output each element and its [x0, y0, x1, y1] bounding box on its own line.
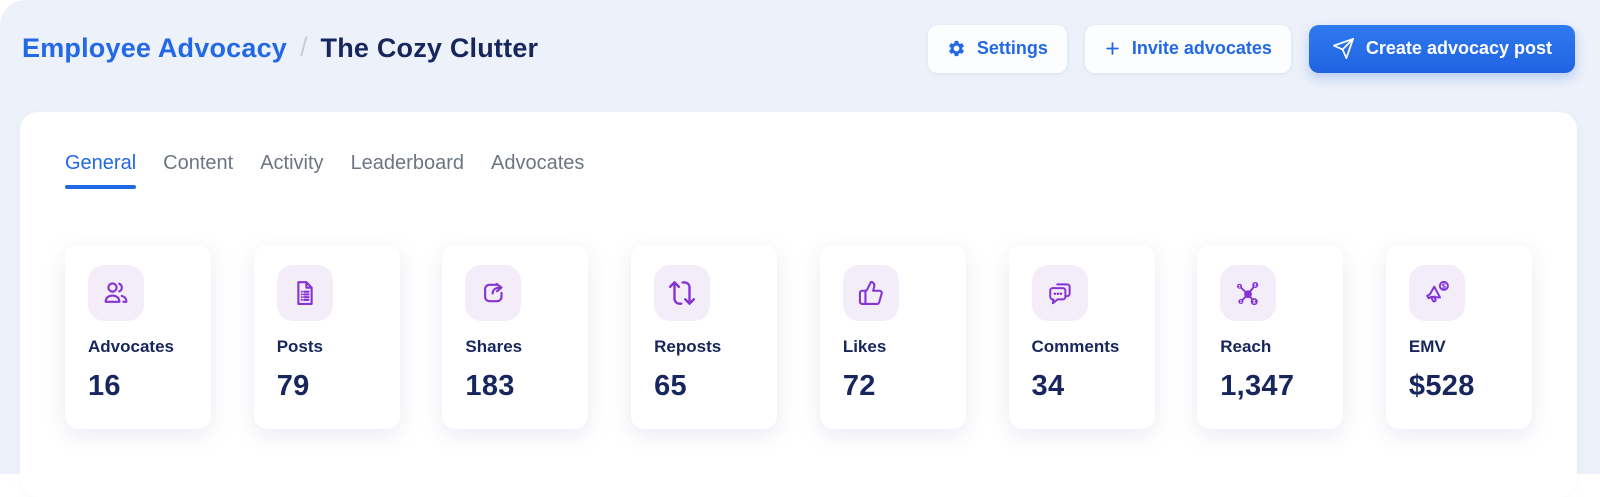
- stat-card-label: Reposts: [654, 337, 722, 356]
- tab-bar: General Content Activity Leaderboard Advocat…: [65, 152, 1532, 189]
- stat-card-reposts: Reposts 65: [631, 245, 778, 429]
- breadcrumb-parent-link[interactable]: Employee Advocacy: [22, 33, 288, 63]
- stat-card-reach: Reach 1,347: [1197, 245, 1344, 429]
- plus-icon: [1104, 40, 1121, 57]
- stat-card-value: 183: [465, 370, 515, 402]
- stat-card-label: Reach: [1220, 337, 1272, 356]
- stat-card-value: 65: [654, 370, 687, 402]
- stat-card-value: 34: [1031, 370, 1065, 402]
- invite-advocates-button[interactable]: Invite advocates: [1084, 24, 1291, 73]
- stat-card-value: 79: [276, 370, 310, 402]
- users-icon: [88, 265, 144, 321]
- settings-button[interactable]: Settings: [927, 24, 1067, 73]
- network-icon: [1220, 265, 1277, 321]
- thumbs-up-icon: [842, 265, 899, 321]
- stat-card-comments: Comments 34: [1008, 245, 1155, 429]
- top-bar: Employee Advocacy / The Cozy Clutter Set…: [0, 0, 1600, 97]
- main-panel: General Content Activity Leaderboard Advocat…: [20, 112, 1577, 497]
- create-advocacy-post-button-label: Create advocacy post: [1365, 38, 1552, 58]
- stat-card-label: Posts: [276, 337, 323, 356]
- send-icon: [1332, 37, 1355, 60]
- comments-icon: [1031, 265, 1088, 321]
- tab-leaderboard[interactable]: Leaderboard: [350, 152, 464, 174]
- page-title: The Cozy Clutter: [320, 33, 539, 63]
- breadcrumb: Employee Advocacy / The Cozy Clutter: [22, 32, 539, 64]
- create-advocacy-post-button[interactable]: Create advocacy post: [1308, 24, 1575, 73]
- stat-card-label: Advocates: [88, 337, 174, 356]
- stat-card-label: Comments: [1031, 337, 1120, 356]
- stat-card-likes: Likes 72: [819, 245, 966, 429]
- gear-icon: [947, 39, 966, 58]
- stat-card-value: 1,347: [1220, 370, 1295, 402]
- megaphone-icon: $: [1408, 265, 1465, 321]
- document-icon: [276, 265, 333, 321]
- stat-card-shares: Shares 183: [442, 245, 589, 429]
- stat-card-posts: Posts 79: [253, 245, 400, 429]
- stat-card-value: 72: [842, 370, 876, 402]
- stat-card-label: Likes: [842, 337, 887, 356]
- repost-icon: [654, 265, 711, 321]
- breadcrumb-separator: /: [300, 32, 308, 62]
- stats-card-row: Advocates 16 Posts 79 Shares 183 Reposts…: [65, 245, 1532, 429]
- stat-card-advocates: Advocates 16: [65, 245, 211, 429]
- tab-advocates[interactable]: Advocates: [491, 152, 585, 174]
- header-actions: Settings Invite advocates Create advocac…: [927, 24, 1575, 73]
- svg-text:$: $: [1441, 282, 1446, 290]
- tab-activity[interactable]: Activity: [260, 152, 324, 174]
- stat-card-label: EMV: [1408, 337, 1446, 356]
- stat-card-emv: $ EMV $528: [1385, 245, 1532, 429]
- stat-card-label: Shares: [465, 337, 523, 356]
- invite-advocates-button-label: Invite advocates: [1131, 38, 1272, 58]
- share-icon: [465, 265, 522, 321]
- app-surface: Employee Advocacy / The Cozy Clutter Set…: [0, 0, 1600, 474]
- stat-card-value: 16: [88, 370, 121, 402]
- settings-button-label: Settings: [976, 38, 1048, 58]
- tab-general[interactable]: General: [65, 152, 137, 189]
- tab-content[interactable]: Content: [163, 152, 234, 174]
- stat-card-value: $528: [1408, 370, 1475, 402]
